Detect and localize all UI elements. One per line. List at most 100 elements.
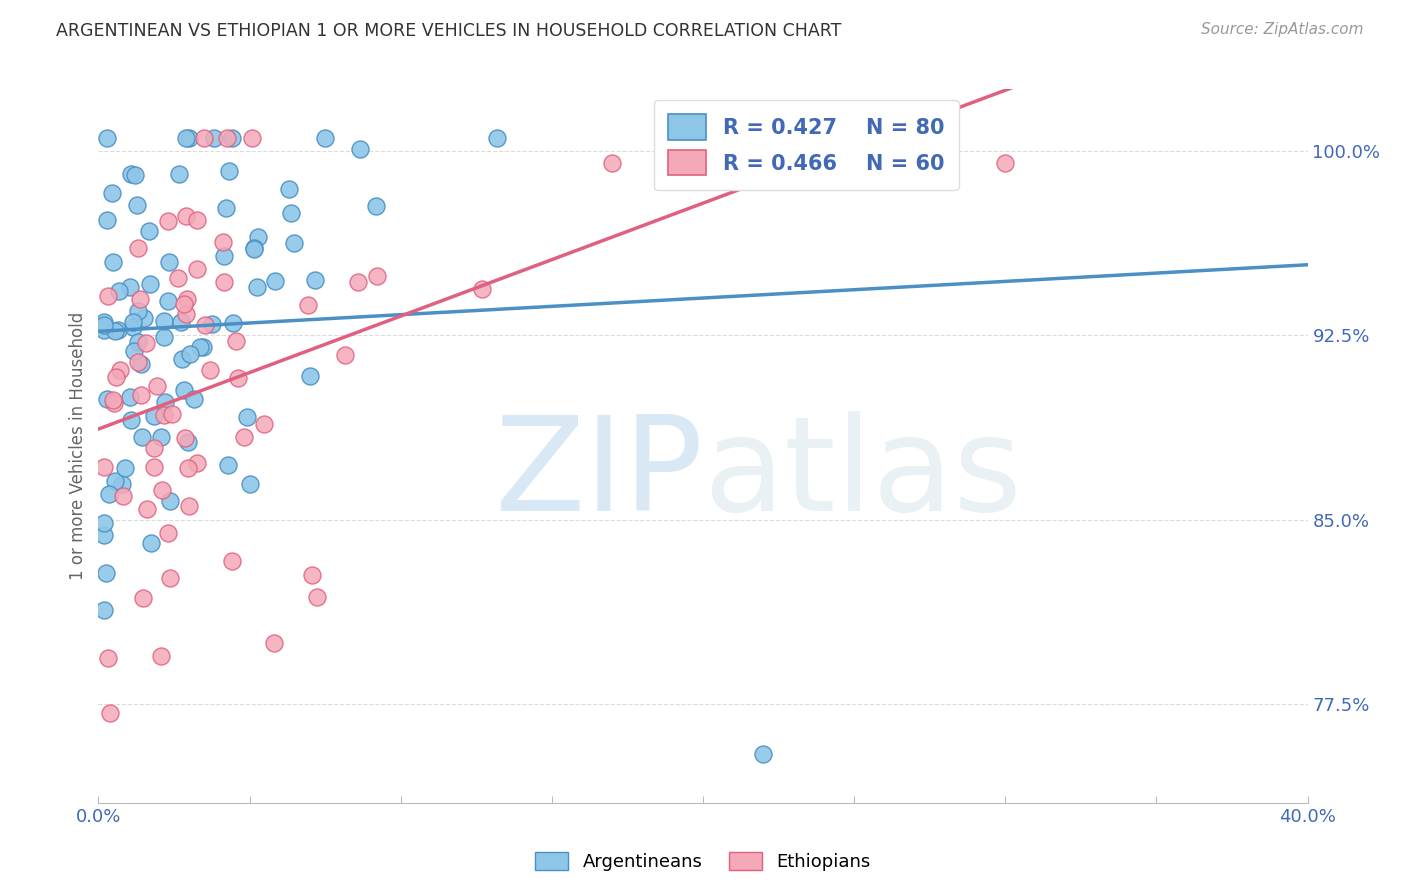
- Point: [142, 460, 165, 475]
- Point: [177, 461, 200, 475]
- Point: [335, 349, 357, 363]
- Point: [349, 142, 371, 156]
- Point: [159, 494, 181, 508]
- Text: ARGENTINEAN VS ETHIOPIAN 1 OR MORE VEHICLES IN HOUSEHOLD CORRELATION CHART: ARGENTINEAN VS ETHIOPIAN 1 OR MORE VEHIC…: [56, 22, 842, 40]
- Point: [198, 362, 221, 376]
- Point: [160, 407, 183, 421]
- Point: [226, 370, 249, 384]
- Point: [152, 330, 174, 344]
- Point: [176, 292, 198, 306]
- Point: [304, 273, 326, 287]
- Point: [174, 431, 197, 445]
- Point: [186, 261, 208, 276]
- Point: [121, 413, 143, 427]
- Point: [280, 205, 302, 219]
- Point: [110, 477, 132, 491]
- Point: [93, 460, 115, 475]
- Point: [127, 241, 149, 255]
- Point: [142, 441, 165, 455]
- Point: [135, 336, 157, 351]
- Point: [174, 209, 197, 223]
- Point: [96, 212, 118, 227]
- Point: [132, 591, 155, 605]
- Point: [127, 334, 149, 349]
- Point: [101, 186, 124, 200]
- Point: [366, 269, 388, 284]
- Point: [243, 242, 266, 256]
- Point: [485, 131, 508, 145]
- Point: [93, 516, 115, 531]
- Point: [94, 566, 117, 580]
- Point: [236, 409, 259, 424]
- Point: [297, 297, 319, 311]
- Point: [218, 163, 240, 178]
- Point: [124, 168, 146, 182]
- Point: [96, 131, 118, 145]
- Point: [179, 347, 201, 361]
- Point: [104, 370, 127, 384]
- Point: [239, 476, 262, 491]
- Point: [101, 392, 124, 407]
- Point: [263, 635, 285, 649]
- Point: [118, 279, 141, 293]
- Point: [103, 396, 125, 410]
- Point: [176, 434, 198, 449]
- Point: [347, 275, 370, 289]
- Point: [157, 255, 180, 269]
- Point: [212, 275, 235, 289]
- Legend: R = 0.427    N = 80, R = 0.466    N = 60: R = 0.427 N = 80, R = 0.466 N = 60: [654, 100, 959, 190]
- Point: [136, 502, 159, 516]
- Point: [104, 475, 127, 489]
- Text: atlas: atlas: [703, 411, 1022, 538]
- Point: [146, 379, 169, 393]
- Point: [283, 236, 305, 251]
- Point: [298, 369, 321, 384]
- Point: [301, 568, 323, 582]
- Point: [186, 456, 208, 470]
- Point: [128, 304, 150, 318]
- Point: [93, 318, 115, 333]
- Point: [93, 323, 115, 337]
- Point: [138, 224, 160, 238]
- Point: [152, 483, 174, 498]
- Point: [107, 284, 129, 298]
- Point: [193, 340, 215, 354]
- Point: [247, 230, 270, 244]
- Point: [222, 316, 245, 330]
- Point: [125, 198, 148, 212]
- Point: [215, 202, 238, 216]
- Point: [127, 355, 149, 369]
- Point: [132, 310, 155, 325]
- Point: [204, 131, 226, 145]
- Point: [156, 525, 179, 540]
- Point: [149, 649, 172, 664]
- Point: [97, 651, 120, 665]
- Point: [153, 409, 176, 423]
- Point: [98, 487, 121, 501]
- Point: [173, 297, 195, 311]
- Point: [120, 390, 142, 404]
- Point: [170, 351, 193, 366]
- Point: [166, 270, 188, 285]
- Point: [221, 554, 243, 568]
- Point: [142, 409, 165, 424]
- Point: [93, 315, 115, 329]
- Point: [692, 131, 714, 145]
- Point: [212, 249, 235, 263]
- Point: [174, 131, 197, 145]
- Point: [155, 394, 177, 409]
- Legend: Argentineans, Ethiopians: Argentineans, Ethiopians: [529, 845, 877, 879]
- Point: [232, 430, 254, 444]
- Point: [194, 318, 217, 333]
- Point: [173, 383, 195, 397]
- Point: [107, 323, 129, 337]
- Y-axis label: 1 or more Vehicles in Household: 1 or more Vehicles in Household: [69, 312, 87, 580]
- Point: [201, 317, 224, 331]
- Point: [152, 313, 174, 327]
- Point: [131, 430, 153, 444]
- Point: [240, 131, 263, 145]
- Point: [108, 363, 131, 377]
- Point: [211, 235, 233, 250]
- Point: [150, 430, 173, 444]
- Point: [752, 747, 775, 761]
